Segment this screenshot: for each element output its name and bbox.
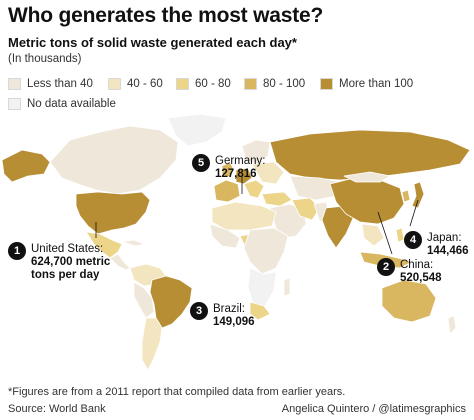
region-mexico — [85, 231, 123, 259]
source-credit: Source: World Bank — [8, 403, 106, 415]
region-mongolia — [343, 171, 391, 183]
region-north-africa — [211, 201, 277, 231]
region-iran — [291, 197, 321, 221]
leader-line-china — [377, 211, 393, 255]
legend-swatch — [320, 78, 333, 90]
callout-text: Germany: 127,816 — [215, 154, 266, 181]
map-subtitle: Metric tons of solid waste generated eac… — [8, 35, 297, 50]
region-canada — [49, 125, 179, 195]
legend-label: No data available — [27, 98, 116, 110]
region-southern-africa — [247, 267, 277, 309]
callout-label: Germany: — [215, 155, 266, 167]
legend-swatch — [244, 78, 257, 90]
callout-china: 2 China: 520,548 — [377, 258, 442, 285]
callout-japan: 4 Japan: 144,466 — [404, 231, 469, 258]
callout-value: 127,816 — [215, 168, 257, 180]
region-united-states — [75, 191, 151, 235]
region-central-america — [109, 253, 131, 271]
callout-number-badge: 1 — [8, 242, 26, 260]
region-france-spain — [213, 179, 241, 203]
callout-number-badge: 5 — [192, 154, 210, 172]
region-eastern-europe — [251, 161, 285, 185]
region-new-zealand — [447, 315, 457, 335]
region-germany — [235, 167, 253, 185]
legend-label: 80 - 100 — [263, 78, 306, 90]
legend-label: Less than 40 — [27, 78, 93, 90]
region-central-east-africa — [243, 227, 289, 275]
leader-line-japan — [409, 199, 419, 227]
legend-item-40-60: 40 - 60 — [108, 77, 163, 91]
legend-swatch — [176, 78, 189, 90]
region-brazil — [149, 275, 193, 329]
legend-swatch — [8, 98, 21, 110]
region-southeast-asia — [361, 223, 385, 247]
callout-label: Brazil: — [213, 303, 245, 315]
region-caribbean — [121, 239, 145, 247]
legend-item-no-data: No data available — [8, 97, 116, 111]
region-madagascar — [283, 277, 291, 297]
callout-value: 144,466 — [427, 245, 469, 257]
region-southern-cone — [141, 317, 163, 371]
callout-label: United States: — [31, 243, 104, 255]
callout-label: China: — [400, 259, 434, 271]
region-west-africa — [209, 223, 241, 249]
legend-label: 60 - 80 — [195, 78, 231, 90]
region-russia — [269, 129, 471, 181]
callout-number-badge: 3 — [190, 302, 208, 320]
legend-label: More than 100 — [339, 78, 414, 90]
callout-text: China: 520,548 — [400, 258, 442, 285]
region-alaska — [1, 149, 51, 183]
legend: Less than 40 40 - 60 60 - 80 80 - 100 Mo… — [8, 72, 468, 112]
callout-value: 624,700 metric — [31, 256, 111, 268]
region-italy-central-europe — [243, 179, 265, 199]
units-note: (In thousands) — [8, 53, 82, 65]
legend-item-60-80: 60 - 80 — [176, 77, 231, 91]
callout-value: tons per day — [31, 269, 100, 281]
region-scandinavia — [241, 139, 271, 165]
map-title: Who generates the most waste? — [8, 4, 324, 27]
legend-swatch — [8, 78, 21, 90]
legend-item-80-100: 80 - 100 — [244, 77, 305, 91]
region-united-kingdom — [221, 161, 235, 179]
callout-brazil: 3 Brazil: 149,096 — [190, 302, 255, 329]
region-korea — [401, 189, 411, 203]
region-greenland — [167, 113, 227, 147]
region-andes — [133, 281, 155, 319]
region-turkey — [261, 191, 293, 207]
region-south-africa — [249, 301, 271, 321]
callout-value: 520,548 — [400, 272, 442, 284]
region-australia — [381, 279, 437, 323]
region-japan — [411, 181, 425, 209]
callout-label: Japan: — [427, 232, 462, 244]
callout-united-states: 1 United States: 624,700 metric tons per… — [8, 242, 110, 282]
callout-text: United States: 624,700 metric tons per d… — [31, 242, 110, 282]
legend-item-less-than-40: Less than 40 — [8, 77, 93, 91]
callout-text: Brazil: 149,096 — [213, 302, 255, 329]
callout-germany: 5 Germany: 127,816 — [192, 154, 266, 181]
legend-swatch — [108, 78, 121, 90]
graphic-credit: Angelica Quintero / @latimesgraphics — [281, 403, 466, 415]
callout-text: Japan: 144,466 — [427, 231, 469, 258]
callout-number-badge: 2 — [377, 258, 395, 276]
footnote: *Figures are from a 2011 report that com… — [8, 386, 346, 398]
legend-label: 40 - 60 — [127, 78, 163, 90]
region-philippines — [395, 227, 405, 243]
callout-number-badge: 4 — [404, 231, 422, 249]
world-map — [1, 113, 471, 371]
callout-value: 149,096 — [213, 316, 255, 328]
legend-item-more-than-100: More than 100 — [320, 77, 413, 91]
